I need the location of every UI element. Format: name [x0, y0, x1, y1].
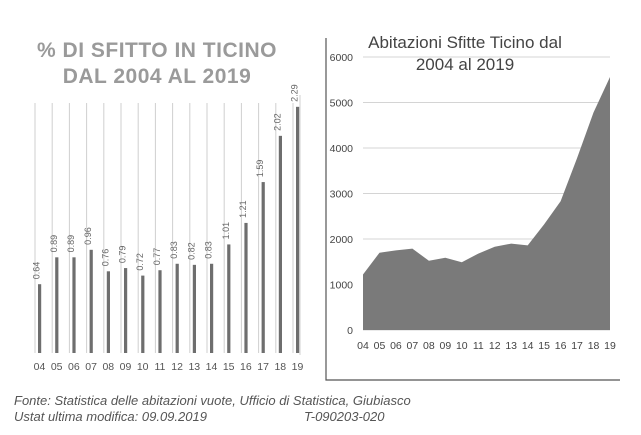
x-tick-label: 04: [357, 340, 369, 352]
bar-value-label: 1.01: [221, 222, 231, 240]
bar: [72, 257, 76, 353]
source-footer: Fonte: Statistica delle abitazioni vuote…: [14, 393, 411, 425]
source-line: Fonte: Statistica delle abitazioni vuote…: [14, 393, 411, 408]
bar-value-label: 0.64: [32, 262, 42, 280]
y-tick-label: 5000: [330, 98, 354, 110]
bar-value-label: 0.83: [204, 241, 214, 259]
y-tick-label: 0: [347, 325, 353, 337]
bar: [124, 268, 128, 353]
bar-value-label: 0.82: [186, 242, 196, 260]
bar: [89, 249, 93, 353]
bar-value-label: 0.79: [118, 246, 128, 264]
x-tick-label: 19: [292, 361, 304, 373]
x-tick-label: 11: [154, 361, 165, 373]
bar: [158, 270, 162, 353]
x-tick-label: 08: [102, 361, 114, 373]
x-tick-label: 10: [137, 361, 149, 373]
x-tick-label: 04: [34, 361, 46, 373]
x-tick-label: 19: [604, 340, 616, 352]
x-tick-label: 06: [68, 361, 80, 373]
y-tick-label: 3000: [330, 189, 354, 201]
x-tick-label: 07: [85, 361, 97, 373]
bar: [192, 264, 196, 353]
bar-value-label: 2.02: [272, 113, 282, 131]
right-chart-title: Abitazioni Sfitte Ticino dal 2004 al 201…: [368, 33, 562, 74]
x-tick-label: 17: [571, 340, 583, 352]
bar-value-label: 0.76: [100, 249, 110, 267]
x-tick-label: 18: [274, 361, 286, 373]
bar-value-label: 0.77: [152, 248, 162, 266]
x-tick-label: 13: [505, 340, 517, 352]
x-tick-label: 11: [473, 340, 484, 352]
area-series: [363, 77, 610, 330]
bar-value-label: 0.96: [83, 227, 93, 245]
bar-value-label: 1.21: [238, 200, 248, 218]
left-chart-title-line1: % DI SFITTO IN TICINO: [37, 39, 277, 62]
left-chart-title: % DI SFITTO IN TICINO DAL 2004 AL 2019: [12, 38, 302, 90]
bar-value-label: 0.89: [66, 235, 76, 253]
modified-line: Ustat ultima modifica: 09.09.2019: [14, 409, 207, 424]
x-tick-label: 12: [171, 361, 183, 373]
x-tick-label: 15: [223, 361, 235, 373]
x-tick-label: 14: [522, 340, 534, 352]
bar: [296, 106, 300, 353]
table-code: T-090203-020: [304, 409, 385, 424]
y-tick-label: 4000: [330, 143, 354, 155]
bar-value-label: 0.72: [135, 253, 145, 271]
right-frame: [325, 38, 620, 381]
bar: [55, 257, 59, 353]
bar-value-label: 0.89: [49, 235, 59, 253]
x-tick-label: 18: [588, 340, 600, 352]
bar: [244, 222, 248, 353]
x-tick-label: 13: [188, 361, 200, 373]
bar: [261, 182, 265, 353]
y-tick-label: 1000: [330, 280, 354, 292]
y-tick-label: 2000: [330, 234, 354, 246]
y-tick-label: 6000: [330, 52, 354, 64]
x-tick-label: 14: [206, 361, 218, 373]
bar: [278, 135, 282, 353]
left-chart-title-line2: DAL 2004 AL 2019: [62, 65, 252, 88]
x-tick-label: 08: [423, 340, 435, 352]
x-tick-label: 09: [120, 361, 132, 373]
x-tick-label: 16: [240, 361, 252, 373]
bar: [141, 275, 145, 353]
x-tick-label: 15: [538, 340, 550, 352]
x-tick-label: 12: [489, 340, 501, 352]
bar: [227, 244, 231, 353]
x-tick-label: 05: [374, 340, 386, 352]
x-tick-label: 05: [51, 361, 63, 373]
x-tick-label: 07: [407, 340, 419, 352]
bar-value-label: 2.29: [290, 84, 300, 102]
bar: [38, 284, 42, 353]
x-tick-label: 06: [390, 340, 402, 352]
bar-value-label: 0.83: [169, 241, 179, 259]
bar: [210, 263, 214, 353]
bar: [175, 263, 179, 353]
x-tick-label: 17: [257, 361, 269, 373]
bar-value-label: 1.59: [255, 160, 265, 178]
bar: [106, 271, 110, 353]
x-tick-label: 09: [439, 340, 451, 352]
x-tick-label: 10: [456, 340, 468, 352]
x-tick-label: 16: [555, 340, 567, 352]
